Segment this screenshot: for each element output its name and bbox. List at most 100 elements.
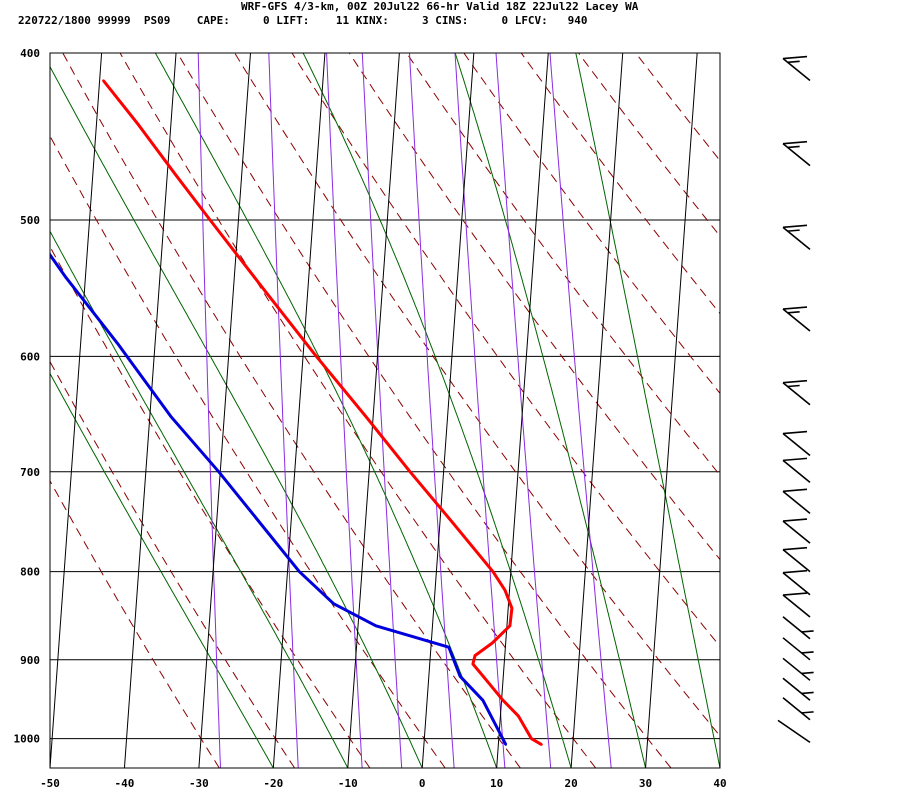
- dewpoint-profile-point: [481, 699, 485, 702]
- wind-barb: [777, 719, 811, 744]
- temperature-profile-point: [364, 415, 367, 418]
- wind-barb: [782, 697, 814, 721]
- wind-barb: [782, 677, 814, 701]
- mixing-ratio-line: [454, 53, 506, 768]
- profiles: [3, 79, 543, 746]
- dry-adiabat: [578, 53, 720, 237]
- isotherm: [645, 53, 698, 768]
- dewpoint-profile-point: [64, 276, 68, 279]
- temperature-profile-point: [315, 355, 318, 358]
- temperature-profile-point: [473, 654, 477, 657]
- mixing-ratio-line: [361, 53, 403, 768]
- temperature-profile-point: [136, 123, 140, 126]
- temperature-tick-label: -30: [189, 777, 209, 790]
- dewpoint-profile-point: [332, 602, 335, 605]
- dry-adiabat: [463, 53, 720, 395]
- chart-title: WRF-GFS 4/3-km, 00Z 20Jul22 66-hr Valid …: [241, 0, 639, 13]
- dewpoint-profile-point: [298, 570, 301, 573]
- plot-frame: [49, 52, 721, 769]
- temperature-profile-point: [264, 290, 267, 293]
- isotherms: [50, 53, 720, 768]
- temperature-profile-point: [508, 624, 512, 627]
- dry-adiabat: [50, 479, 220, 768]
- temperature-profile-point: [530, 737, 533, 740]
- wind-barb: [782, 637, 814, 661]
- wind-barb: [782, 306, 811, 332]
- temperature-profile-point: [102, 79, 105, 82]
- isotherm: [272, 53, 326, 768]
- mixing-ratio-line: [326, 53, 363, 768]
- temperature-tick-label: 40: [713, 777, 726, 790]
- temperature-profile-point: [491, 570, 495, 573]
- dry-adiabat: [406, 53, 720, 477]
- moist-adiabat: [50, 65, 423, 768]
- dewpoint-profile-point: [458, 675, 462, 678]
- isotherm: [123, 53, 177, 768]
- temperature-profile-point: [510, 606, 514, 610]
- pressure-tick-label: 900: [20, 654, 40, 667]
- dry-adiabat: [50, 360, 296, 768]
- mixing-ratio-line: [495, 53, 552, 768]
- axis-labels: 400 500 600 700 800 900 1000 -50 -40 -30 -20 -10 0 10…: [14, 47, 727, 790]
- pressure-tick-label: 400: [20, 47, 40, 60]
- mixing-ratio-line: [197, 53, 221, 768]
- dewpoint-profile-point: [116, 342, 120, 346]
- wind-barb: [782, 224, 811, 250]
- temperature-tick-label: -20: [263, 777, 283, 790]
- isotherm: [570, 53, 624, 768]
- wind-barb: [782, 657, 814, 681]
- moist-adiabat: [575, 53, 720, 768]
- temperature-profile-point: [481, 675, 485, 678]
- temperature-profile-point: [173, 172, 176, 175]
- wind-barb: [782, 616, 814, 640]
- dry-adiabat: [520, 53, 720, 315]
- temperature-profile-point: [471, 662, 475, 666]
- wind-barbs: [777, 55, 814, 744]
- isotherm: [50, 53, 103, 768]
- wind-barb: [782, 488, 811, 514]
- dry-adiabat: [50, 245, 371, 768]
- dry-adiabat: [50, 135, 446, 768]
- wind-barb: [782, 140, 811, 167]
- wind-barb: [782, 457, 811, 483]
- temperature-profile-point: [208, 218, 212, 222]
- dewpoint-profile-point: [374, 624, 378, 627]
- mixing-ratio-line: [268, 53, 299, 768]
- mixing-ratio-line: [549, 53, 612, 768]
- wind-barb: [782, 569, 811, 596]
- dewpoint-profile-point: [447, 646, 451, 649]
- wind-barb: [782, 55, 811, 82]
- temperature-profile-point: [452, 522, 455, 525]
- isotherm: [421, 53, 475, 768]
- pressure-tick-label: 700: [20, 466, 40, 479]
- pressure-tick-label: 500: [20, 214, 40, 227]
- isotherm: [347, 53, 400, 768]
- pressure-tick-label: 1000: [14, 733, 41, 746]
- mixing-ratio-lines: [197, 53, 612, 768]
- pressure-tick-label: 800: [20, 566, 40, 579]
- dry-adiabat: [348, 53, 720, 561]
- pressure-tick-label: 600: [20, 350, 40, 363]
- temperature-profile-point: [517, 714, 520, 718]
- mixing-ratio-line: [409, 53, 455, 768]
- dewpoint-profile-point: [217, 470, 220, 473]
- dewpoint-profile-point: [3, 188, 5, 190]
- isotherm: [198, 53, 251, 768]
- temperature-tick-label: 0: [419, 777, 426, 790]
- temperature-profile-point: [503, 588, 507, 592]
- temperature-tick-label: 10: [490, 777, 503, 790]
- moist-adiabat: [154, 53, 498, 768]
- chart-indices-line: 220722/1800 99999 PS09 CAPE: 0 LIFT: 11 …: [18, 14, 588, 27]
- temperature-tick-label: -40: [115, 777, 135, 790]
- dry-adiabat: [62, 53, 521, 768]
- wind-barb: [782, 592, 811, 618]
- wind-barb: [782, 518, 811, 544]
- temperature-profile-point: [540, 743, 543, 746]
- dry-adiabat: [291, 53, 720, 648]
- temperature-tick-label: -10: [338, 777, 358, 790]
- wind-barb: [782, 379, 811, 406]
- isotherm: [496, 53, 549, 768]
- dewpoint-profile-point: [504, 743, 507, 746]
- temperature-profile-point: [501, 699, 505, 702]
